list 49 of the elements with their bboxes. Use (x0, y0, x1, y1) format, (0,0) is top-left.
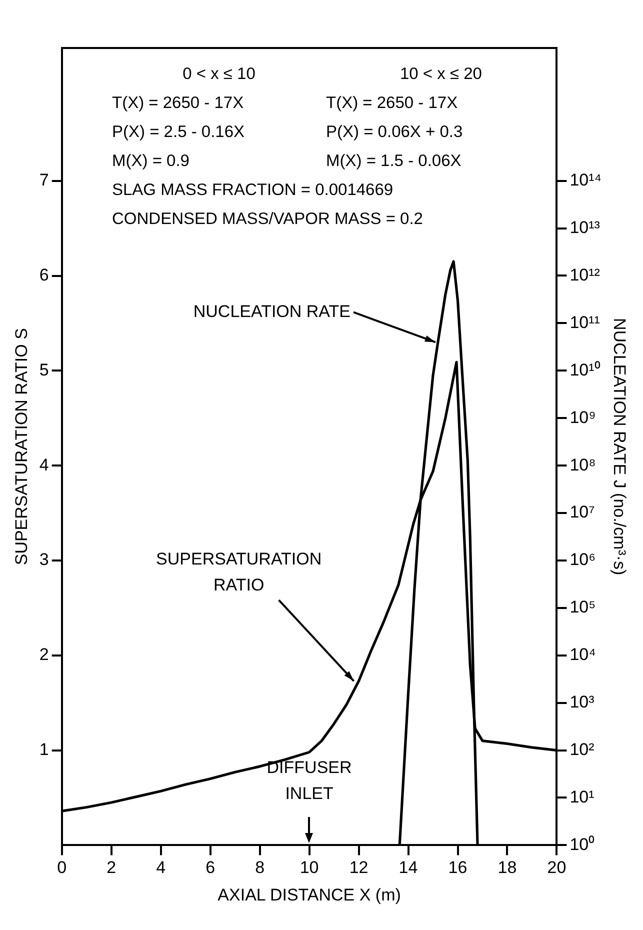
x-tick-label: 2 (106, 858, 116, 878)
annotation: DIFFUSER INLET (266, 757, 353, 806)
y2-tick-label: 10¹⁰ (570, 360, 600, 380)
y-tick-label: 2 (39, 645, 49, 664)
x-tick-label: 6 (206, 858, 216, 878)
y-tick-label: 1 (39, 740, 49, 759)
x-tick-label: 10 (300, 858, 319, 878)
annotation: 0 < x ≤ 10 (182, 64, 256, 85)
x-tick-label: 20 (547, 858, 566, 878)
y-tick-label: 5 (39, 360, 49, 380)
y2-tick-label: 10⁷ (570, 502, 595, 522)
annotation: P(X) = 0.06X + 0.3 (326, 122, 464, 143)
y2-tick-label: 10⁹ (570, 408, 596, 427)
y2-tick-label: 10¹ (570, 787, 595, 806)
annotation: T(X) = 2650 - 17X (326, 93, 459, 114)
y2-tick-label: 10⁵ (570, 598, 596, 617)
annotation: 10 < x ≤ 20 (399, 64, 483, 85)
y2-tick-label: 10⁶ (570, 550, 596, 570)
annotation: NUCLEATION RATE (193, 302, 350, 321)
y2-tick-label: 10⁴ (570, 645, 596, 664)
annotation: M(X) = 0.9 (112, 151, 190, 172)
x-tick-label: 16 (448, 858, 468, 878)
y2-tick-label: 10² (570, 740, 595, 759)
y2-tick-label: 10¹³ (570, 218, 600, 237)
y-tick-label: 3 (39, 550, 49, 570)
y2-tick-label: 10⁸ (570, 455, 596, 474)
y-tick-label: 6 (39, 265, 49, 284)
annotation: SUPERSATURATION RATIO (156, 550, 322, 595)
annotation: M(X) = 1.5 - 0.06X (326, 151, 462, 172)
y2-tick-label: 10¹² (570, 265, 600, 284)
annotation: P(X) = 2.5 - 0.16X (112, 122, 246, 143)
y-tick-label: 7 (39, 170, 49, 190)
annotation: CONDENSED MASS/VAPOR MASS = 0.2 (112, 209, 424, 230)
y2-tick-label: 10³ (570, 692, 595, 712)
y2-axis-title: NUCLEATION RATE J (no./cm³·s) (610, 318, 630, 576)
x-tick-label: 8 (255, 858, 265, 878)
x-tick-label: 0 (57, 858, 67, 878)
x-tick-label: 14 (398, 858, 418, 878)
y2-tick-label: 10¹⁴ (570, 170, 602, 190)
y-tick-label: 4 (39, 455, 49, 474)
x-tick-label: 18 (498, 858, 517, 878)
annotation: SLAG MASS FRACTION = 0.0014669 (112, 180, 394, 201)
x-axis-title: AXIAL DISTANCE X (m) (218, 885, 401, 904)
x-tick-label: 4 (156, 858, 166, 878)
annotation: T(X) = 2650 - 17X (112, 93, 245, 114)
y-axis-title: SUPERSATURATION RATIO S (12, 328, 31, 566)
y2-tick-label: 10⁰ (570, 834, 595, 854)
y2-tick-label: 10¹¹ (570, 312, 600, 332)
x-tick-label: 12 (349, 858, 368, 878)
